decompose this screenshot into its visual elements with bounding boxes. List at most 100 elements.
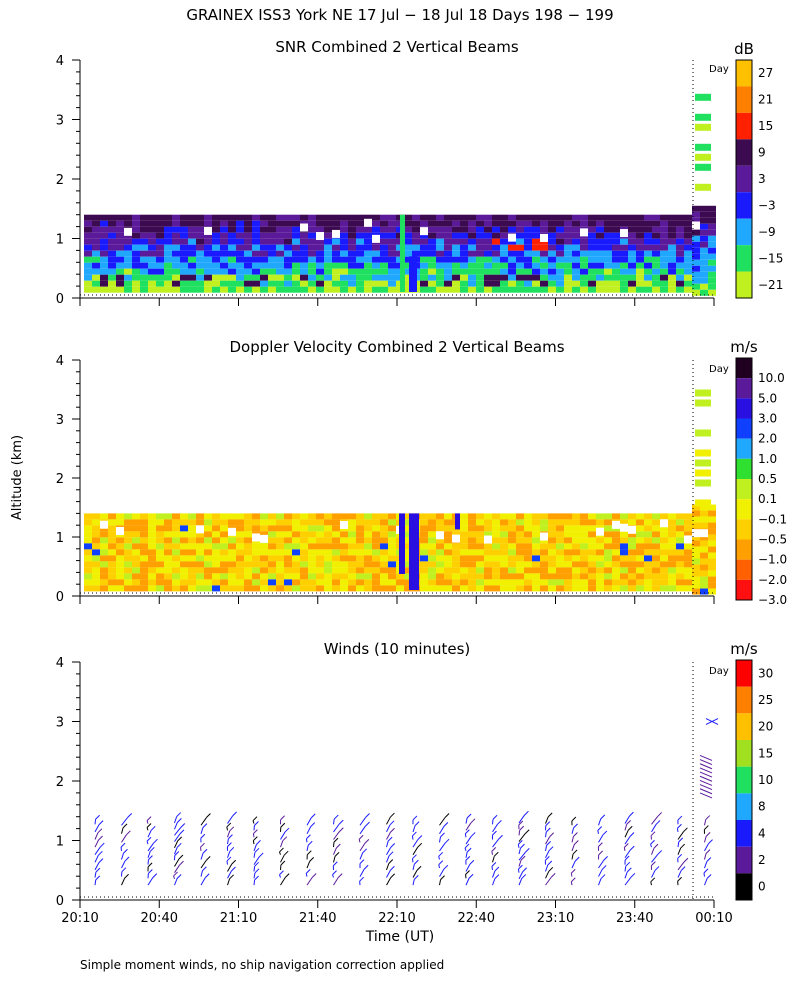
colorbar-swatch-2: [736, 499, 752, 520]
doppler-streak: [455, 513, 460, 530]
colorbar-swatch-2: [736, 539, 752, 560]
colorbar-tick-label: 3: [758, 172, 766, 186]
y-tick-label: 0: [56, 590, 64, 605]
colorbar-tick-label: 27: [758, 66, 773, 80]
y-tick-label: 4: [56, 54, 64, 69]
colorbar-swatch-2: [736, 358, 752, 379]
colorbar-swatch-3: [736, 686, 752, 714]
colorbar-frame-3: [735, 659, 753, 901]
colorbar-tick-label: −21: [758, 278, 783, 292]
colorbar-swatch-3: [736, 660, 752, 687]
day-label-1: Day: [709, 64, 729, 75]
colorbar-tick-label: 10.0: [758, 371, 785, 385]
colorbar-tick-label: −0.5: [758, 533, 787, 547]
x-tick-label: 22:40: [458, 911, 495, 926]
colorbar-swatch-1: [736, 271, 752, 298]
x-tick-label: 23:40: [616, 911, 653, 926]
wind-barbs: [94, 718, 719, 886]
colorbar-tick-label: −15: [758, 251, 783, 265]
colorbar-swatch-3: [736, 820, 752, 847]
x-tick-label: 21:10: [220, 911, 257, 926]
colorbar-tick-label: 9: [758, 146, 766, 160]
colorbar-tick-label: 8: [758, 800, 766, 814]
y-tick-label: 4: [56, 656, 64, 671]
colorbar-swatch-2: [736, 378, 752, 399]
colorbar-unit-2: m/s: [730, 338, 758, 356]
x-tick-label: 20:10: [61, 911, 98, 926]
colorbar-swatch-2: [736, 398, 752, 419]
colorbar-tick-label: 30: [758, 666, 773, 680]
colorbar-swatch-3: [736, 873, 752, 900]
y-tick-label: 3: [56, 413, 64, 428]
colorbar-tick-label: 0.1: [758, 492, 777, 506]
doppler-streak: [409, 513, 419, 590]
colorbar-tick-label: 4: [758, 826, 766, 840]
colorbar-tick-label: 3.0: [758, 412, 777, 426]
y-tick-label: 1: [56, 531, 64, 546]
colorbar-swatch-2: [736, 479, 752, 500]
colorbar-tick-label: 20: [758, 720, 773, 734]
colorbar-swatch-1: [736, 165, 752, 193]
x-axis-label: Time (UT): [365, 929, 435, 945]
y-tick-label: 2: [56, 472, 64, 487]
snr-streak: [409, 256, 417, 292]
colorbar-swatch-1: [736, 86, 752, 113]
heatmap-cells-2: [84, 389, 716, 595]
doppler-streak: [399, 513, 405, 574]
colorbar-tick-label: 0.5: [758, 472, 777, 486]
colorbar-frame-2: [735, 357, 753, 601]
panel-title-2: Doppler Velocity Combined 2 Vertical Bea…: [229, 338, 564, 356]
y-tick-label: 2: [56, 173, 64, 188]
colorbar-tick-label: 15: [758, 119, 773, 133]
y-tick-label: 3: [56, 716, 64, 731]
colorbar-swatch-1: [736, 139, 752, 166]
heatmap-cells-1: [84, 93, 716, 296]
colorbar-tick-label: 5.0: [758, 391, 777, 405]
x-tick-label: 20:40: [141, 911, 178, 926]
colorbar-tick-label: −3.0: [758, 593, 787, 607]
footnote: Simple moment winds, no ship navigation …: [80, 958, 445, 972]
colorbar-swatch-2: [736, 418, 752, 439]
colorbar-tick-label: −2.0: [758, 573, 787, 587]
x-tick-label: 22:10: [378, 911, 415, 926]
colorbar-tick-label: −9: [758, 225, 776, 239]
y-axis-label: Altitude (km): [10, 434, 26, 521]
colorbar-swatch-3: [736, 713, 752, 740]
colorbar-tick-label: −3: [758, 198, 776, 212]
y-tick-label: 1: [56, 835, 64, 850]
colorbar-swatch-1: [736, 218, 752, 246]
y-tick-label: 3: [56, 114, 64, 129]
y-tick-label: 0: [56, 894, 64, 909]
x-tick-label: 00:10: [695, 911, 732, 926]
colorbar-tick-label: 10: [758, 773, 773, 787]
snr-streak: [400, 214, 405, 292]
colorbar-swatch-1: [736, 60, 752, 87]
day-label-2: Day: [709, 364, 729, 375]
colorbar-swatch-2: [736, 559, 752, 580]
colorbar-swatch-1: [736, 112, 752, 140]
colorbar-tick-label: −0.1: [758, 512, 787, 526]
panel-title-3: Winds (10 minutes): [324, 640, 471, 658]
y-tick-label: 1: [56, 233, 64, 248]
y-tick-label: 0: [56, 292, 64, 307]
y-tick-label: 2: [56, 775, 64, 790]
colorbar-swatch-3: [736, 740, 752, 767]
page-title: GRAINEX ISS3 York NE 17 Jul − 18 Jul 18 …: [186, 6, 614, 24]
colorbar-tick-label: 21: [758, 93, 773, 107]
panel-title-1: SNR Combined 2 Vertical Beams: [275, 38, 518, 56]
colorbar-swatch-3: [736, 793, 752, 820]
colorbar-swatch-2: [736, 438, 752, 459]
colorbar-swatch-2: [736, 519, 752, 540]
colorbar-tick-label: 15: [758, 746, 773, 760]
colorbar-tick-label: 1.0: [758, 452, 777, 466]
y-tick-label: 4: [56, 354, 64, 369]
colorbar-tick-label: 2.0: [758, 432, 777, 446]
colorbar-unit-1: dB: [734, 40, 754, 58]
colorbar-swatch-2: [736, 579, 752, 600]
colorbar-frame-1: [735, 59, 753, 299]
colorbar-swatch-3: [736, 846, 752, 874]
colorbar-swatch-1: [736, 245, 752, 272]
x-tick-label: 21:40: [299, 911, 336, 926]
x-tick-label: 23:10: [537, 911, 574, 926]
